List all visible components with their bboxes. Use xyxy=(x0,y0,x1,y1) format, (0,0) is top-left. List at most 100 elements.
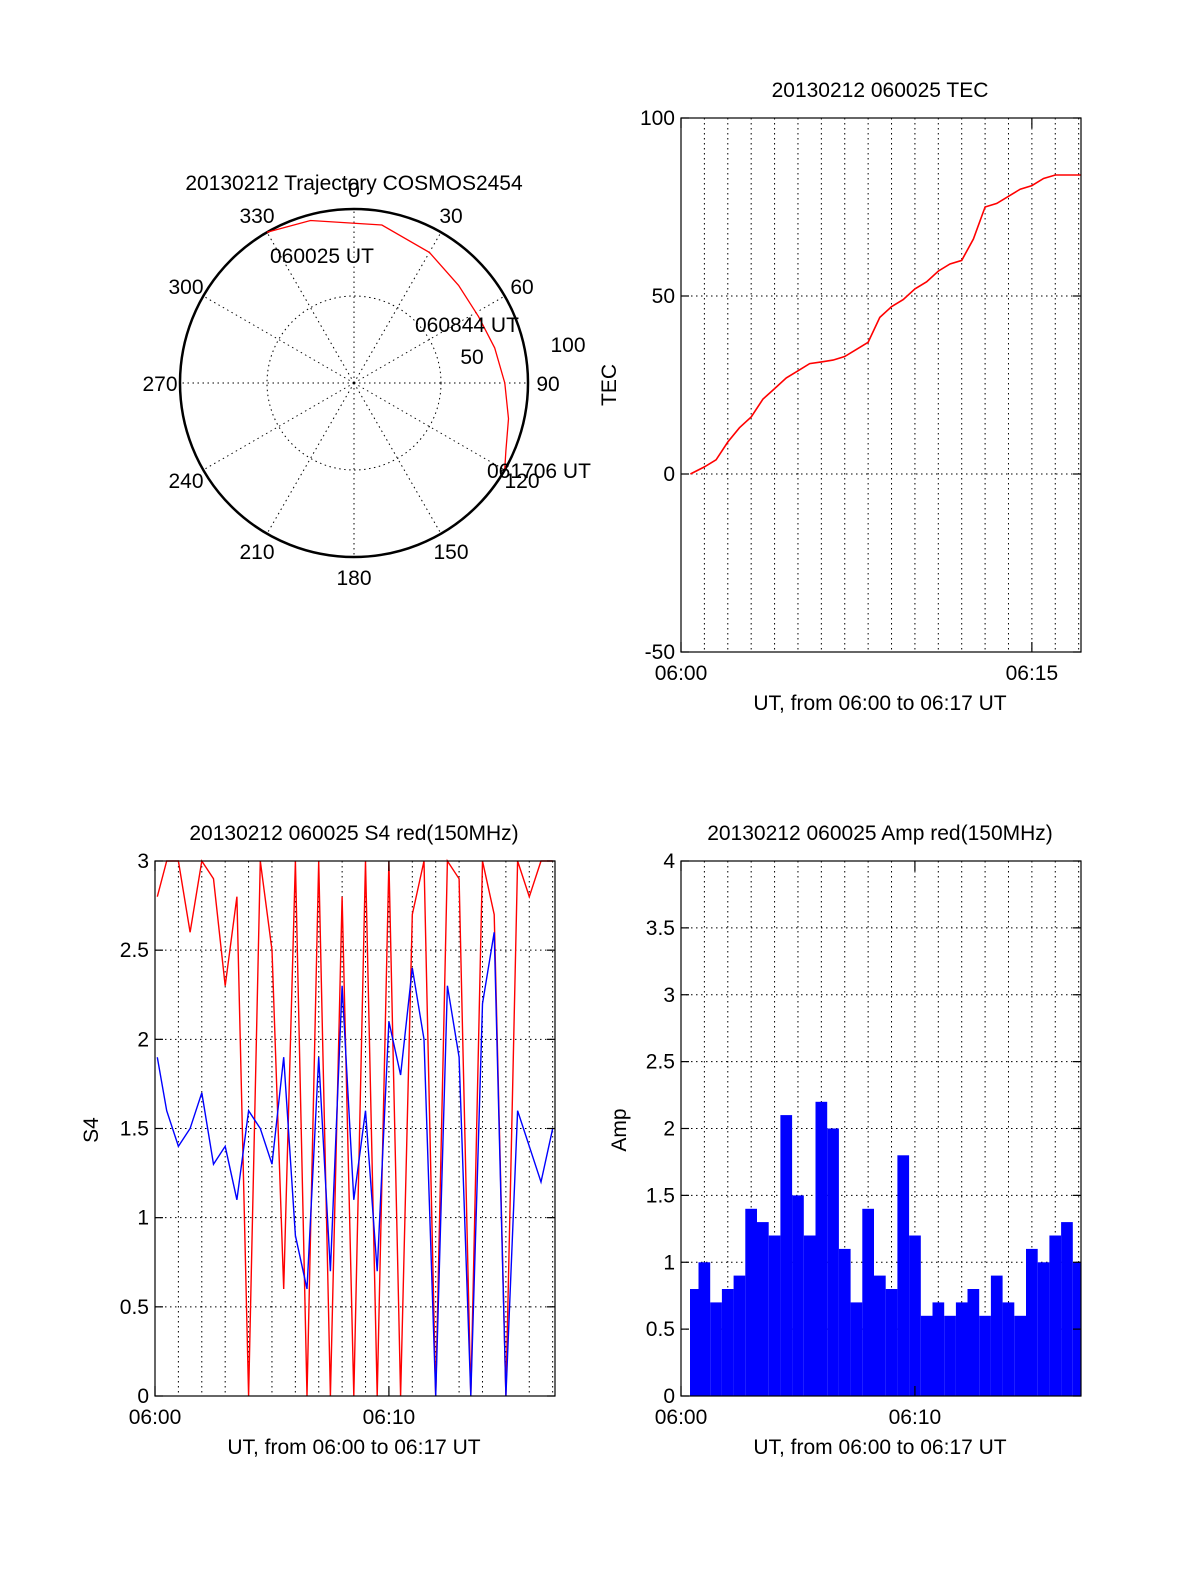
xtick-label: 06:10 xyxy=(889,1406,942,1429)
s4-xlabel: UT, from 06:00 to 06:17 UT xyxy=(227,1436,480,1459)
tec-ylabel: TEC xyxy=(598,364,621,406)
amp-bar xyxy=(827,1128,839,1396)
amp-bar xyxy=(745,1208,757,1397)
tec-tick-labels: -50 0 50 100 06:00 06:15 xyxy=(640,107,1081,685)
ytick-label: 0.5 xyxy=(120,1296,149,1319)
amp-bar xyxy=(862,1208,874,1397)
ytick-label: 0 xyxy=(663,463,675,486)
amp-bar xyxy=(838,1248,851,1396)
tec-xlabel: UT, from 06:00 to 06:17 UT xyxy=(753,692,1006,715)
track-label-start: 060025 UT xyxy=(270,245,374,268)
polar-spoke xyxy=(266,232,355,384)
amp-bar xyxy=(690,1289,699,1396)
ytick-label: 50 xyxy=(652,285,675,308)
ytick-label: 4 xyxy=(663,850,675,873)
amp-bar xyxy=(990,1275,1003,1396)
amp-bar xyxy=(768,1235,781,1396)
ytick-label: -50 xyxy=(645,641,675,664)
amp-bar xyxy=(909,1235,921,1396)
amp-plot: 20130212 060025 Amp red(150MHz) 0 0.5 1 1.5… xyxy=(608,822,1082,1459)
polar-spoke xyxy=(203,382,355,471)
ytick-label: 1.5 xyxy=(120,1118,149,1141)
polar-spoke xyxy=(353,382,505,471)
ytick-label: 1.5 xyxy=(646,1184,675,1207)
amp-bar xyxy=(815,1101,828,1397)
amp-bar xyxy=(944,1315,956,1397)
track-label-mid: 060844 UT xyxy=(415,314,519,337)
amp-bar xyxy=(780,1115,793,1396)
ytick-label: 2.5 xyxy=(646,1051,675,1074)
amp-bar xyxy=(885,1289,898,1396)
s4-title: 20130212 060025 S4 red(150MHz) xyxy=(189,822,518,845)
ytick-label: 2 xyxy=(663,1118,675,1141)
xtick-label: 06:00 xyxy=(655,1406,708,1429)
amp-bar xyxy=(1049,1235,1062,1396)
ytick-label: 2 xyxy=(137,1028,149,1051)
ytick-label: 2.5 xyxy=(120,939,149,962)
azimuth-label: 120 xyxy=(504,470,539,493)
azimuth-label: 0 xyxy=(348,179,360,202)
ytick-label: 0 xyxy=(137,1385,149,1408)
xtick-label: 06:00 xyxy=(655,662,708,685)
amp-bar xyxy=(967,1289,980,1396)
trajectory-track xyxy=(266,219,510,471)
amp-bar xyxy=(979,1315,991,1397)
polar-azimuth-labels: 0 30 60 90 120 150 180 210 240 270 300 330 xyxy=(142,179,559,590)
amp-bar xyxy=(850,1302,863,1396)
tec-series-line xyxy=(690,174,1081,475)
polar-title: 20130212 Trajectory COSMOS2454 xyxy=(185,172,523,195)
xtick-label: 06:00 xyxy=(129,1406,182,1429)
s4-series-blue xyxy=(156,932,554,1397)
polar-radial-label-100: 100 xyxy=(550,334,585,357)
amp-bar xyxy=(733,1275,746,1396)
amp-bar xyxy=(1061,1222,1073,1396)
ytick-label: 3.5 xyxy=(646,917,675,940)
azimuth-label: 270 xyxy=(142,373,177,396)
amp-bar xyxy=(1026,1248,1038,1396)
tec-title: 20130212 060025 TEC xyxy=(772,79,989,102)
amp-bar xyxy=(721,1289,734,1396)
amp-bar xyxy=(803,1235,816,1396)
xtick-label: 06:10 xyxy=(363,1406,416,1429)
ytick-label: 1 xyxy=(663,1251,675,1274)
azimuth-label: 90 xyxy=(536,373,559,396)
polar-spoke xyxy=(266,382,355,534)
azimuth-label: 330 xyxy=(239,205,274,228)
track-label-end: 061706 UT xyxy=(487,460,591,483)
amp-xlabel: UT, from 06:00 to 06:17 UT xyxy=(753,1436,1006,1459)
polar-radial-label-50: 50 xyxy=(460,346,483,369)
ytick-label: 0.5 xyxy=(646,1318,675,1341)
ytick-label: 3 xyxy=(137,850,149,873)
ytick-label: 1 xyxy=(137,1207,149,1230)
ytick-label: 0 xyxy=(663,1385,675,1408)
amp-bar xyxy=(955,1302,968,1396)
amp-bar xyxy=(710,1302,722,1396)
polar-spoke xyxy=(353,295,505,384)
amp-title: 20130212 060025 Amp red(150MHz) xyxy=(707,822,1053,845)
amp-tick-labels: 0 0.5 1 1.5 2 2.5 3 3.5 4 06:00 06:10 xyxy=(646,850,1081,1429)
amp-ylabel: Amp xyxy=(608,1108,631,1151)
amp-bar xyxy=(920,1315,933,1397)
amp-bar xyxy=(757,1222,769,1396)
tec-grid xyxy=(681,118,1081,652)
polar-outer-circle xyxy=(178,207,530,559)
polar-trajectory-plot: 20130212 Trajectory COSMOS2454 0 30 60 90 12… xyxy=(142,172,591,590)
azimuth-label: 150 xyxy=(433,541,468,564)
amp-bar xyxy=(698,1262,711,1397)
polar-spoke xyxy=(353,382,442,534)
azimuth-label: 60 xyxy=(510,276,533,299)
polar-grid xyxy=(180,209,528,557)
polar-spoke xyxy=(203,295,355,384)
amp-bar xyxy=(792,1195,804,1396)
ytick-label: 100 xyxy=(640,107,675,130)
azimuth-label: 30 xyxy=(439,205,462,228)
polar-spoke xyxy=(353,232,442,384)
polar-inner-ring xyxy=(266,295,442,471)
s4-plot: 20130212 060025 S4 red(150MHz) 0 0.5 1 1.5 2… xyxy=(80,822,556,1459)
amp-bar xyxy=(874,1275,886,1396)
s4-ylabel: S4 xyxy=(80,1117,103,1143)
s4-grid xyxy=(155,861,555,1396)
amp-bar xyxy=(932,1302,945,1396)
